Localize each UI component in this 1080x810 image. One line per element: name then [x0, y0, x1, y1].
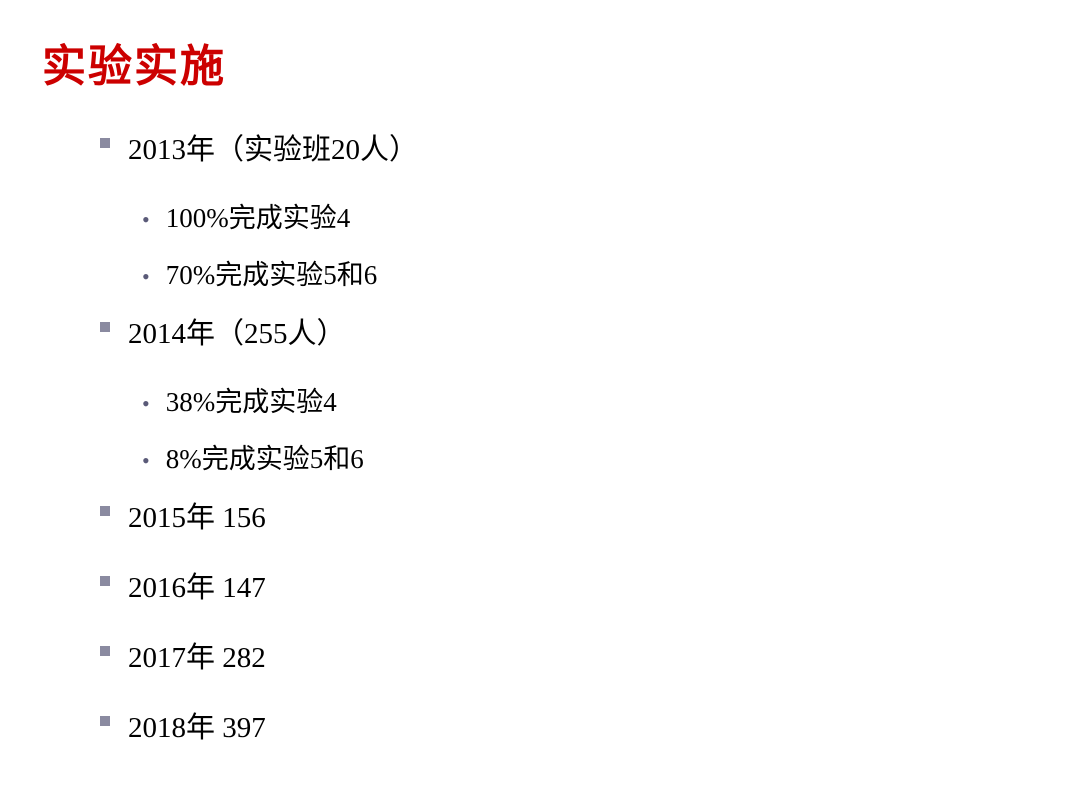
square-bullet-icon — [100, 716, 110, 726]
sublist-item: • 8%完成实验5和6 — [142, 437, 1038, 476]
dot-bullet-icon: • — [142, 207, 150, 233]
square-bullet-icon — [100, 506, 110, 516]
dot-bullet-icon: • — [142, 264, 150, 290]
sublist-item: • 70%完成实验5和6 — [142, 253, 1038, 292]
list-item-text: 2015年 156 — [128, 494, 266, 536]
list-item: 2013年（实验班20人） — [100, 126, 1038, 168]
sublist-item: • 38%完成实验4 — [142, 380, 1038, 419]
dot-bullet-icon: • — [142, 448, 150, 474]
list-item-text: 2017年 282 — [128, 634, 266, 676]
list-item-text: 2016年 147 — [128, 564, 266, 606]
list-item: 2016年 147 — [100, 564, 1038, 606]
list-item-text: 2018年 397 — [128, 704, 266, 746]
sublist: • 100%完成实验4 • 70%完成实验5和6 — [100, 196, 1038, 292]
sublist-item: • 100%完成实验4 — [142, 196, 1038, 235]
square-bullet-icon — [100, 138, 110, 148]
square-bullet-icon — [100, 646, 110, 656]
square-bullet-icon — [100, 322, 110, 332]
slide-content: 2013年（实验班20人） • 100%完成实验4 • 70%完成实验5和6 2… — [42, 126, 1038, 746]
sublist-item-text: 100%完成实验4 — [166, 196, 351, 235]
list-item-text: 2014年（255人） — [128, 310, 346, 352]
list-item: 2015年 156 — [100, 494, 1038, 536]
list-item: 2018年 397 — [100, 704, 1038, 746]
square-bullet-icon — [100, 576, 110, 586]
sublist-item-text: 70%完成实验5和6 — [166, 253, 378, 292]
list-item: 2014年（255人） — [100, 310, 1038, 352]
dot-bullet-icon: • — [142, 391, 150, 417]
slide-title: 实验实施 — [42, 30, 1038, 94]
sublist-item-text: 8%完成实验5和6 — [166, 437, 364, 476]
list-item: 2017年 282 — [100, 634, 1038, 676]
sublist: • 38%完成实验4 • 8%完成实验5和6 — [100, 380, 1038, 476]
list-item-text: 2013年（实验班20人） — [128, 126, 418, 168]
sublist-item-text: 38%完成实验4 — [166, 380, 337, 419]
